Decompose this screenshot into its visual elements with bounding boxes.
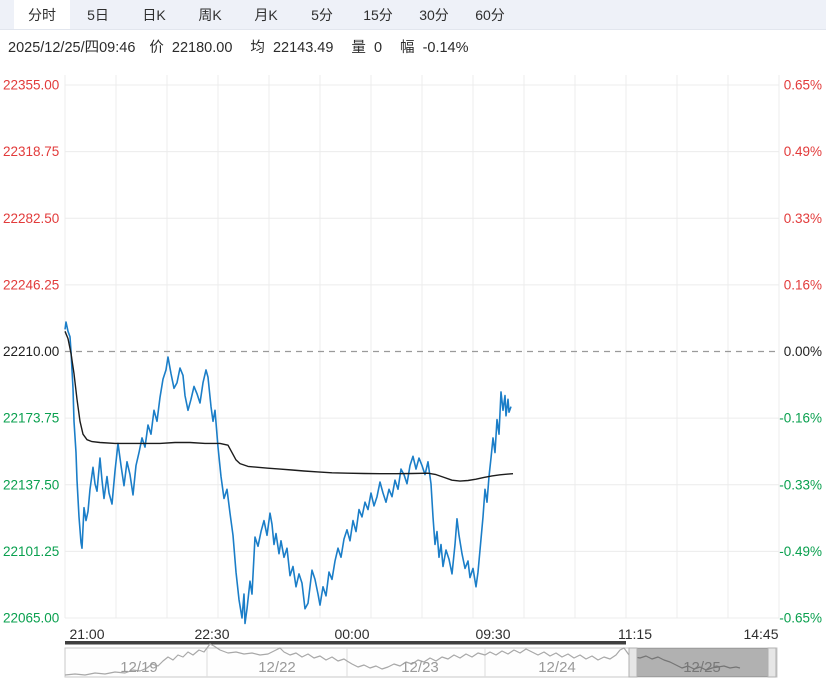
tab-5日[interactable]: 5日 <box>87 6 109 23</box>
x-axis-time-label: 21:00 <box>69 626 104 642</box>
quote-average: 均 22143.49 <box>250 40 334 56</box>
y-axis-price-label: 22173.75 <box>3 411 59 426</box>
y-axis-percent-label: -0.65% <box>779 611 822 626</box>
loaded-range-bar <box>65 641 626 645</box>
y-axis-price-label: 22318.75 <box>3 144 59 159</box>
y-axis-percent-label: 0.33% <box>784 211 822 226</box>
y-axis-price-label: 22065.00 <box>3 611 59 626</box>
x-axis-time-label: 00:00 <box>334 626 369 642</box>
quote-info-line: 2025/12/25/四09:46 价 22180.00 均 22143.49 … <box>8 36 473 56</box>
y-axis-price-label: 22246.25 <box>3 277 59 292</box>
tab-5分[interactable]: 5分 <box>311 6 333 23</box>
y-axis-percent-label: -0.49% <box>779 544 822 559</box>
x-axis-time-label: 14:45 <box>743 626 778 642</box>
navigator-date-label[interactable]: 12/19 <box>120 659 158 676</box>
navigator-date-label[interactable]: 12/23 <box>401 659 439 676</box>
tab-周K[interactable]: 周K <box>198 6 222 23</box>
average-line <box>64 331 514 482</box>
quote-change: 幅 -0.14% <box>400 40 469 56</box>
x-axis-time-label: 22:30 <box>194 626 229 642</box>
price-line <box>64 321 512 625</box>
y-axis-price-label: 22282.50 <box>3 211 59 226</box>
x-axis-time-label: 11:15 <box>618 626 652 642</box>
quote-datetime: 2025/12/25/四09:46 <box>8 40 136 56</box>
tab-15分[interactable]: 15分 <box>363 6 393 23</box>
navigator-date-label[interactable]: 12/22 <box>258 659 296 676</box>
quote-price: 价 22180.00 <box>149 40 233 56</box>
y-axis-percent-label: 0.65% <box>784 78 822 93</box>
x-axis-time-label: 09:30 <box>475 626 510 642</box>
y-axis-price-label: 22101.25 <box>3 544 59 559</box>
period-tabbar: 分时 5日 日K 周K 月K 5分 15分 30分 60分 <box>0 0 826 30</box>
navigator-right-handle[interactable] <box>767 647 777 678</box>
navigator-date-label[interactable]: 12/25 <box>683 659 721 676</box>
y-axis-percent-label: -0.16% <box>779 411 822 426</box>
y-axis-price-label: 22210.00 <box>3 344 59 359</box>
y-axis-price-label: 22137.50 <box>3 477 59 492</box>
y-axis-percent-label: 0.16% <box>784 277 822 292</box>
tab-60分[interactable]: 60分 <box>475 6 505 23</box>
y-axis-percent-label: 0.00% <box>784 344 822 359</box>
quote-volume: 量 0 <box>351 40 383 56</box>
navigator-selected-range[interactable] <box>637 648 768 677</box>
tab-日K[interactable]: 日K <box>142 6 166 23</box>
y-axis-percent-label: -0.33% <box>779 477 822 492</box>
tab-30分[interactable]: 30分 <box>419 6 449 23</box>
y-axis-percent-label: 0.49% <box>784 144 822 159</box>
navigator-date-label[interactable]: 12/24 <box>538 659 576 676</box>
y-axis-price-label: 22355.00 <box>3 78 59 93</box>
tab-分时[interactable]: 分时 <box>14 0 70 29</box>
navigator-box[interactable] <box>64 647 778 678</box>
tab-月K[interactable]: 月K <box>254 6 278 23</box>
navigator-left-handle[interactable] <box>628 647 638 678</box>
